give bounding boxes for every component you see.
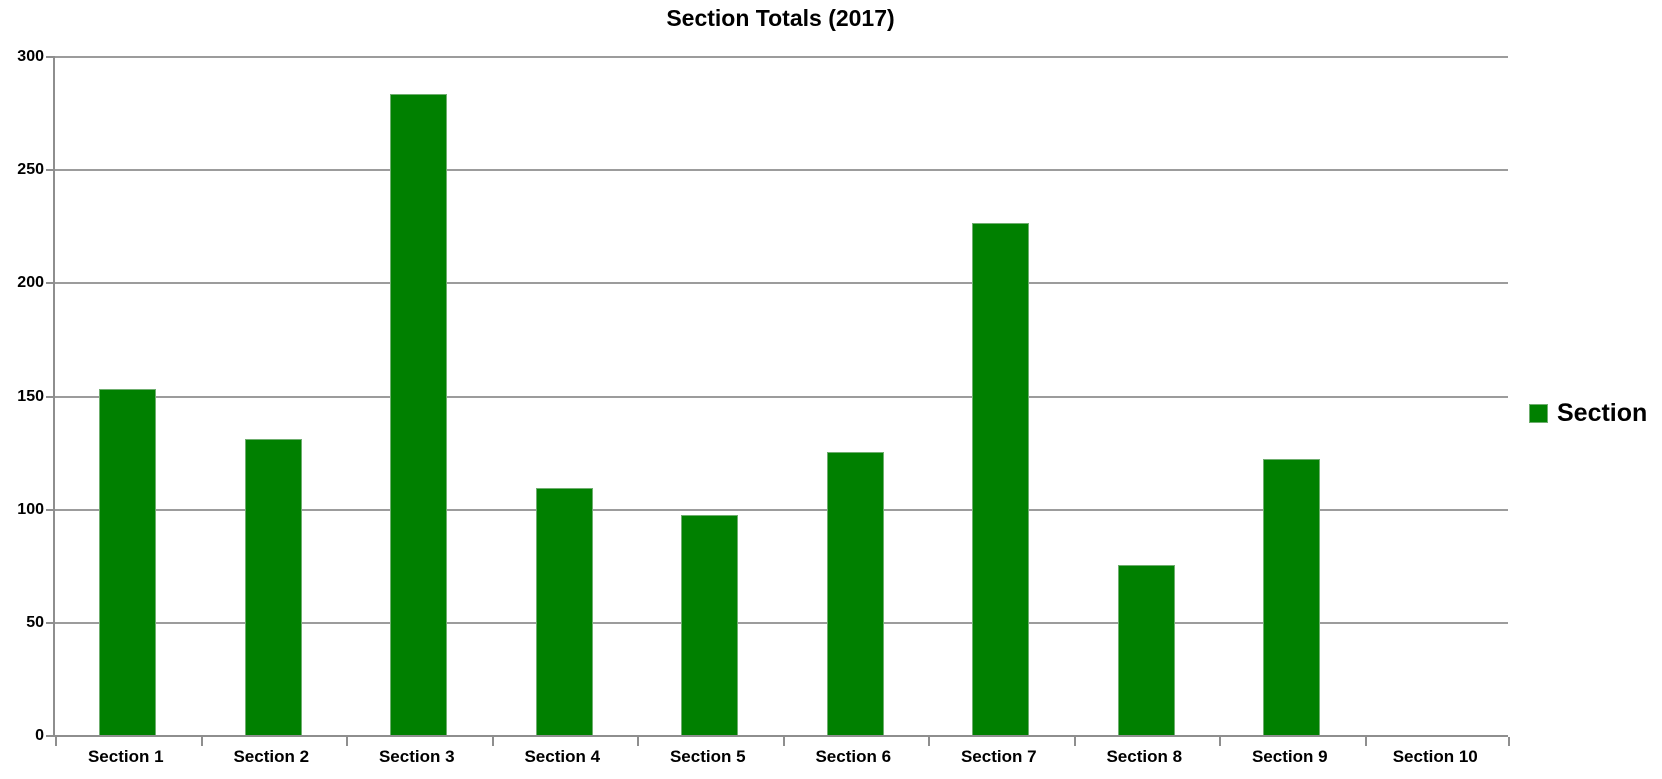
- x-tick-label: Section 2: [233, 747, 310, 766]
- y-axis-tick: [46, 621, 55, 624]
- x-axis-tick: [1365, 737, 1367, 746]
- x-tick-label: Section 9: [1251, 747, 1328, 766]
- legend-swatch-icon: [1529, 404, 1548, 423]
- bar-section-3: [390, 94, 447, 735]
- gridline-y-200: [55, 282, 1508, 285]
- gridline-y-150: [55, 395, 1508, 398]
- x-axis-tick: [1219, 737, 1221, 746]
- y-axis-tick: [46, 56, 55, 58]
- bar-section-9: [1263, 459, 1320, 735]
- y-axis-tick: [46, 508, 55, 511]
- bar-section-7: [972, 223, 1029, 735]
- bar-section-6: [827, 452, 884, 735]
- y-tick-label: 0: [35, 727, 44, 744]
- chart-title: Section Totals (2017): [666, 5, 895, 31]
- x-axis-tick: [1074, 737, 1076, 746]
- y-tick-label: 100: [17, 500, 44, 518]
- x-tick-label: Section 6: [815, 747, 892, 766]
- y-axis-tick: [46, 395, 55, 398]
- bar-section-1: [99, 389, 156, 735]
- x-axis-tick: [55, 737, 57, 746]
- x-tick-label: Section 5: [669, 747, 746, 766]
- y-axis-tick: [46, 282, 55, 285]
- bar-section-8: [1118, 565, 1175, 735]
- bar-section-2: [245, 439, 302, 735]
- x-axis-tick: [346, 737, 348, 746]
- x-axis-tick: [928, 737, 930, 746]
- x-axis-tick: [637, 737, 639, 746]
- x-axis-tick: [783, 737, 785, 746]
- x-tick-label: Section 4: [524, 747, 601, 766]
- y-tick-label: 200: [17, 274, 44, 292]
- gridline-y-300: [55, 56, 1508, 58]
- x-tick-label: Section 10: [1392, 747, 1478, 766]
- y-tick-label: 250: [17, 161, 44, 179]
- plot-area: [46, 56, 1510, 746]
- x-tick-label: Section 3: [378, 747, 455, 766]
- x-tick-label: Section 1: [87, 747, 164, 766]
- y-tick-label: 300: [17, 48, 44, 65]
- x-tick-label: Section 8: [1106, 747, 1183, 766]
- gridline-y-100: [55, 508, 1508, 511]
- gridline-y-50: [55, 621, 1508, 624]
- y-tick-label: 50: [26, 613, 44, 631]
- y-tick-label: 150: [17, 387, 44, 405]
- y-axis-tick: [46, 169, 55, 172]
- legend-label: Section: [1557, 399, 1648, 427]
- y-axis-tick: [46, 735, 55, 737]
- gridline-y-250: [55, 169, 1508, 172]
- x-axis-tick: [492, 737, 494, 746]
- bar-section-5: [681, 515, 738, 735]
- legend: Section: [1529, 401, 1647, 426]
- x-axis-tick: [201, 737, 203, 746]
- x-tick-label: Section 7: [960, 747, 1037, 766]
- x-axis-tick: [1508, 737, 1510, 746]
- bar-section-4: [536, 488, 593, 735]
